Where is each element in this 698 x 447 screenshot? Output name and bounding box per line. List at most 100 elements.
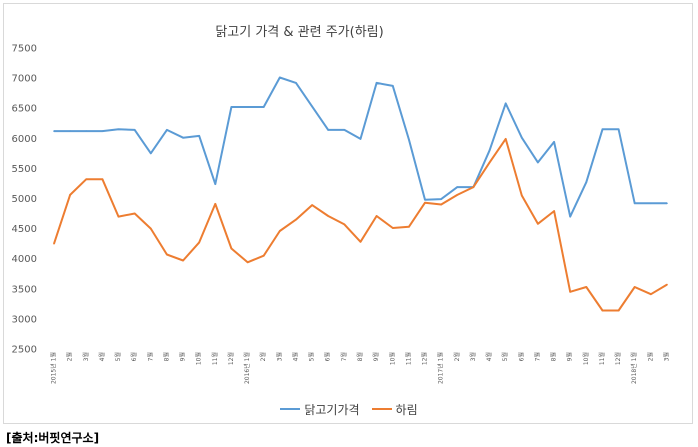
data-point-0-38	[666, 202, 668, 205]
data-point-0-17	[327, 129, 330, 131]
data-point-0-37	[650, 202, 652, 205]
x-tick-label-34: 11월	[598, 352, 606, 365]
x-tick-label-33: 10월	[582, 352, 590, 365]
data-point-0-12	[246, 106, 249, 108]
x-tick-label-8: 9월	[179, 352, 187, 361]
data-point-0-16	[311, 105, 313, 108]
data-point-1-33	[585, 286, 588, 288]
data-point-1-36	[633, 286, 636, 288]
data-point-0-34	[601, 128, 604, 131]
x-tick-label-13: 2월	[259, 352, 267, 361]
x-tick-label-23: 12월	[421, 352, 429, 365]
x-tick-label-4: 5월	[114, 352, 122, 361]
x-tick-label-5: 6월	[130, 352, 138, 361]
x-tick-label-15: 4월	[291, 352, 299, 361]
x-tick-label-22: 11월	[404, 352, 412, 365]
data-point-1-10	[214, 203, 217, 205]
x-tick-label-6: 7월	[146, 352, 154, 361]
y-tick-label-2: 3500	[12, 284, 37, 295]
x-tick-label-20: 9월	[372, 352, 380, 361]
x-tick-label-21: 10월	[388, 352, 396, 365]
x-tick-label-32: 9월	[566, 352, 574, 361]
data-point-0-7	[166, 129, 168, 131]
data-point-1-13	[262, 254, 265, 257]
x-tick-label-26: 3월	[469, 352, 477, 361]
legend: 닭고기가격 하림	[0, 401, 698, 417]
data-point-0-8	[182, 136, 184, 139]
data-point-1-38	[666, 283, 668, 286]
x-tick-label-1: 2월	[66, 352, 74, 361]
legend-swatch-harim	[371, 408, 392, 410]
y-tick-label-0: 2500	[12, 345, 37, 356]
x-tick-label-35: 12월	[614, 352, 622, 365]
data-point-0-1	[69, 130, 71, 132]
data-point-1-25	[456, 194, 459, 196]
legend-item-chicken-price: 닭고기가격	[280, 401, 360, 418]
x-tick-label-28: 5월	[501, 352, 509, 361]
x-tick-label-10: 11월	[211, 352, 219, 365]
data-point-0-27	[488, 149, 491, 152]
x-tick-label-16: 5월	[308, 352, 316, 361]
data-point-1-4	[117, 215, 120, 218]
data-point-1-27	[488, 161, 491, 164]
data-point-0-19	[359, 138, 362, 140]
data-point-0-6	[150, 152, 152, 155]
data-point-0-9	[198, 135, 200, 137]
data-point-0-31	[553, 141, 555, 143]
line-chart: 2500 3000 3500 4000 4500 5000 5500 6000 6500 7000…	[12, 44, 671, 385]
data-point-0-20	[375, 82, 378, 84]
y-tick-label-3: 4000	[12, 254, 37, 265]
x-tick-label-24: 2017년 1월	[437, 352, 445, 384]
data-point-0-25	[456, 186, 459, 188]
data-point-0-28	[504, 102, 507, 105]
series-line-1	[53, 137, 668, 312]
data-point-1-23	[424, 201, 426, 204]
x-tick-label-3: 4월	[98, 352, 106, 361]
data-point-1-12	[246, 261, 249, 264]
data-point-1-22	[408, 226, 410, 228]
y-tick-label-4: 4500	[12, 224, 37, 235]
y-tick-label-5: 5000	[12, 194, 37, 205]
data-point-0-10	[214, 183, 217, 185]
y-tick-label-9: 7000	[12, 74, 37, 85]
data-point-1-21	[392, 227, 394, 229]
data-point-0-4	[117, 128, 120, 131]
data-point-0-32	[569, 215, 571, 218]
data-point-1-30	[537, 223, 539, 225]
x-tick-label-11: 12월	[227, 352, 235, 365]
x-tick-label-27: 4월	[485, 352, 493, 361]
legend-label-harim: 하림	[395, 402, 418, 417]
y-tick-label-7: 6000	[12, 134, 37, 145]
data-point-0-18	[343, 129, 346, 131]
x-tick-label-12: 2016년 1월	[243, 352, 251, 384]
data-point-1-28	[504, 138, 507, 140]
data-point-1-32	[569, 291, 571, 293]
x-tick-label-36: 2018년 1월	[630, 352, 638, 384]
data-point-1-17	[327, 215, 330, 217]
y-tick-label-6: 5500	[12, 164, 37, 175]
data-point-1-11	[230, 247, 233, 250]
y-tick-label-8: 6500	[12, 104, 37, 115]
data-point-1-31	[553, 210, 555, 212]
x-tick-label-30: 7월	[533, 352, 541, 361]
data-point-1-29	[521, 194, 523, 197]
y-tick-label-1: 3000	[12, 314, 37, 325]
data-point-0-13	[262, 106, 265, 108]
data-point-0-24	[440, 198, 443, 200]
data-point-1-34	[601, 309, 604, 312]
chart-title: 닭고기 가격 & 관련 주가(하림)	[215, 25, 384, 40]
x-axis: 2015년 1월 2월 3월 4월 5월 6월 7월 8월 9월 10월 11월 12월 2016년 1…	[50, 352, 671, 384]
data-point-0-35	[617, 128, 620, 131]
y-axis: 2500 3000 3500 4000 4500 5000 5500 6000 6500 7000…	[12, 44, 37, 356]
x-tick-label-31: 8월	[550, 352, 558, 361]
data-point-0-0	[53, 130, 55, 132]
x-tick-label-37: 2월	[646, 352, 654, 361]
data-point-0-11	[230, 106, 233, 108]
x-tick-label-2: 3월	[82, 352, 90, 361]
data-point-0-30	[537, 161, 539, 164]
data-point-1-2	[85, 178, 88, 180]
data-point-0-23	[424, 198, 426, 201]
data-point-1-8	[182, 259, 184, 262]
data-point-1-15	[295, 218, 297, 221]
data-point-1-0	[53, 242, 55, 245]
